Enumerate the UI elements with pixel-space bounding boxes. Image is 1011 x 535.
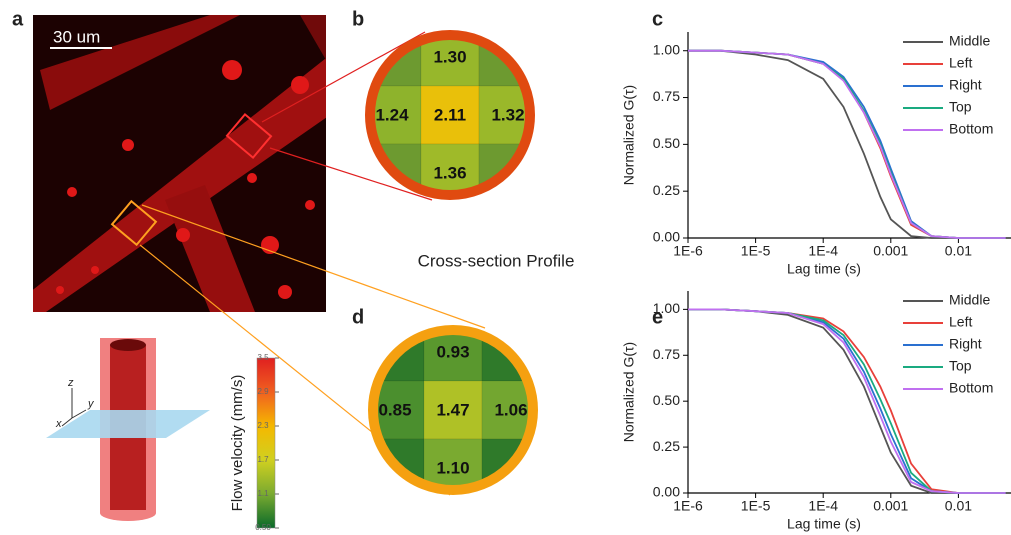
cross-section-ring — [365, 30, 535, 200]
series-line — [688, 49, 1006, 239]
y-tick-label: 1.00 — [653, 300, 680, 316]
cell-value: 1.32 — [491, 105, 524, 124]
colorbar-tick-label: 2.9 — [257, 387, 269, 396]
vessel-diagram — [46, 338, 210, 521]
y-tick-label: 0.00 — [653, 229, 680, 245]
legend-label: Right — [949, 336, 982, 352]
dynamic-layer: a b c d e 0.50 1.1 1.7 2.3 2.9 3.5 1.30 1.24 2.11 1.32… — [12, 8, 1011, 532]
y-axis-label: Normalized G(τ) — [621, 342, 637, 442]
legend-label: Left — [949, 55, 972, 71]
colorbar-tick-label: 0.50 — [255, 523, 271, 532]
colorbar — [256, 357, 276, 529]
x-tick-label: 1E-5 — [741, 243, 771, 259]
y-tick-label: 0.75 — [653, 346, 680, 362]
colorbar-label: Flow velocity (mm/s) — [229, 375, 246, 512]
colorbar-tick-label: 2.3 — [257, 421, 269, 430]
legend-label: Middle — [949, 292, 990, 308]
axis-x: x — [55, 418, 62, 430]
heat-cell — [420, 143, 480, 191]
heat-cell — [423, 438, 483, 486]
legend-label: Top — [949, 99, 972, 115]
x-tick-label: 0.001 — [873, 498, 908, 514]
x-axis-label: Lag time (s) — [787, 261, 861, 277]
y-tick-label: 0.75 — [653, 88, 680, 104]
heat-cell — [374, 85, 422, 145]
y-tick-label: 0.25 — [653, 438, 680, 454]
axis-y: y — [87, 398, 95, 410]
x-tick-label: 1E-5 — [741, 498, 771, 514]
cell-value: 1.24 — [375, 105, 409, 124]
x-tick-label: 1E-4 — [808, 498, 838, 514]
x-tick-label: 1E-6 — [673, 498, 703, 514]
y-tick-label: 0.00 — [653, 484, 680, 500]
panel-label: b — [352, 8, 364, 30]
cell-value: 1.30 — [433, 47, 466, 66]
legend-label: Middle — [949, 33, 990, 49]
cell-value: 1.10 — [436, 458, 469, 477]
y-tick-label: 0.50 — [653, 135, 680, 151]
x-tick-label: 0.01 — [945, 243, 972, 259]
cell-value: 1.36 — [433, 163, 466, 182]
cell-value: 1.47 — [436, 400, 469, 419]
x-axis-label: Lag time (s) — [787, 516, 861, 532]
panel-label: d — [352, 306, 364, 328]
y-axis-label: Normalized G(τ) — [621, 85, 637, 185]
axis-z: z — [67, 377, 74, 389]
legend-label: Left — [949, 314, 972, 330]
cell-value: 2.11 — [434, 105, 466, 124]
legend-label: Top — [949, 358, 972, 374]
panel-label: a — [12, 8, 24, 30]
x-tick-label: 1E-4 — [808, 243, 838, 259]
cross-section-title: Cross-section Profile — [418, 251, 575, 270]
cell-value: 0.85 — [378, 400, 411, 419]
legend-label: Bottom — [949, 121, 993, 137]
heat-cell — [481, 380, 529, 440]
colorbar-tick-label: 1.7 — [257, 455, 269, 464]
legend-label: Bottom — [949, 380, 993, 396]
panel-label: c — [652, 8, 663, 30]
x-tick-label: 1E-6 — [673, 243, 703, 259]
x-tick-label: 0.01 — [945, 498, 972, 514]
heat-cell — [377, 380, 425, 440]
y-tick-label: 1.00 — [653, 41, 680, 57]
colorbar-tick-label: 1.1 — [257, 489, 269, 498]
cell-value: 1.06 — [494, 400, 527, 419]
cell-value: 0.93 — [436, 342, 469, 361]
heat-cell — [420, 85, 480, 145]
colorbar-tick-label: 3.5 — [257, 353, 269, 362]
y-tick-label: 0.25 — [653, 182, 680, 198]
series-line — [688, 49, 1006, 239]
legend-label: Right — [949, 77, 982, 93]
series-line — [688, 308, 1006, 494]
cross-section-ring — [368, 325, 538, 495]
y-tick-label: 0.50 — [653, 392, 680, 408]
panel-label: e — [652, 306, 663, 328]
x-tick-label: 0.001 — [873, 243, 908, 259]
microscopy-image — [33, 15, 326, 312]
scale-label: 30 um — [53, 27, 100, 46]
